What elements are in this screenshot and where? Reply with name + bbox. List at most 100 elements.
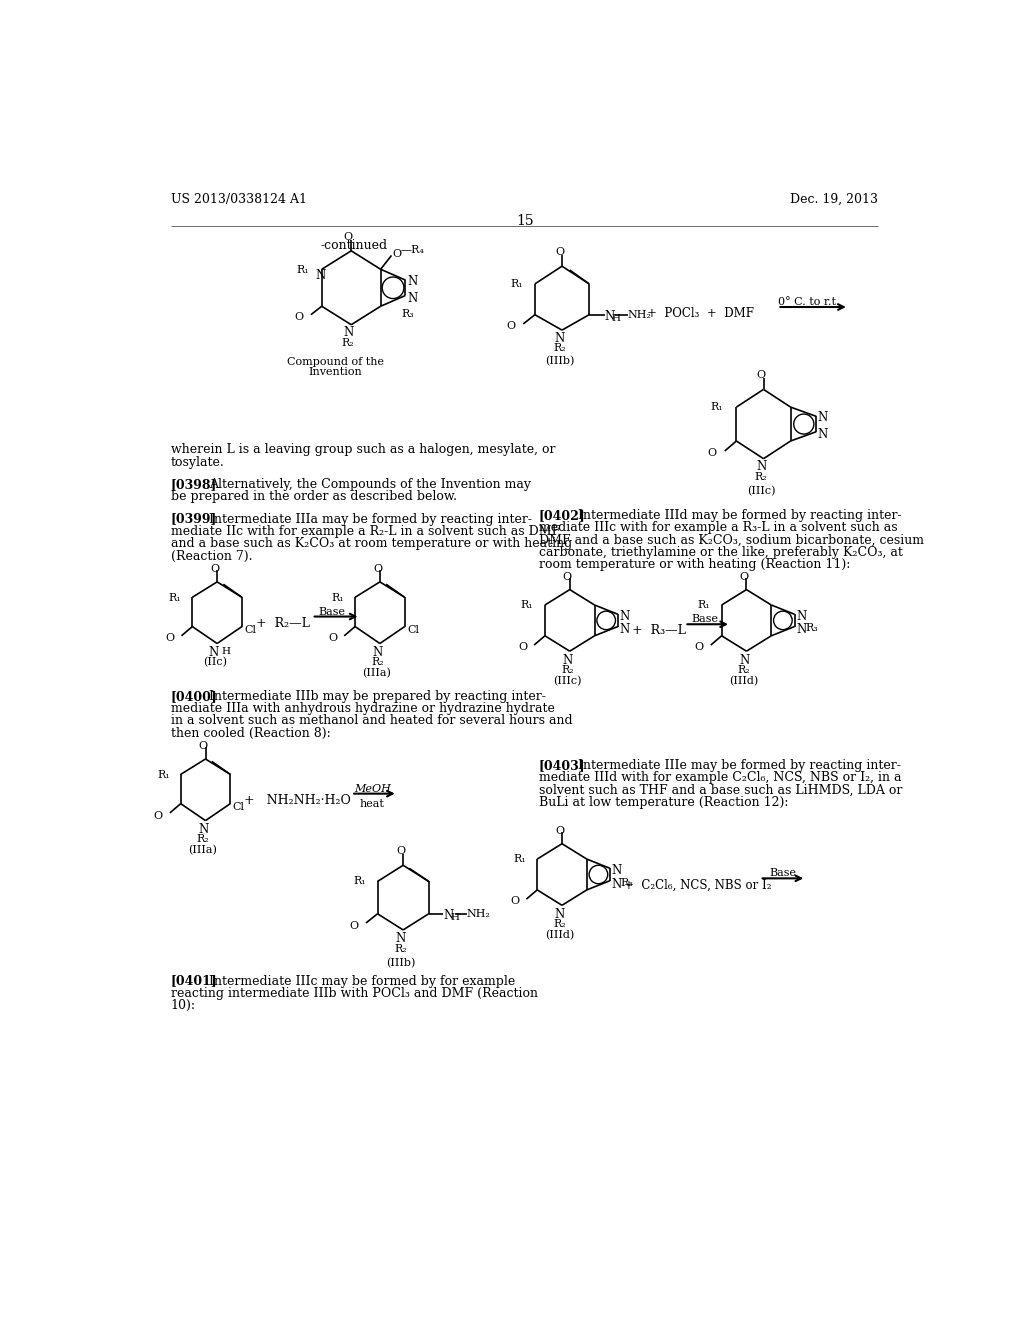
Text: O: O: [518, 642, 527, 652]
Text: O: O: [294, 313, 303, 322]
Text: N: N: [407, 293, 417, 305]
Text: Intermediate IIIa may be formed by reacting inter-: Intermediate IIIa may be formed by react…: [209, 512, 532, 525]
Text: Base: Base: [769, 869, 797, 878]
Text: [0399]: [0399]: [171, 512, 217, 525]
Text: mediate IIIc with for example a R₃-L in a solvent such as: mediate IIIc with for example a R₃-L in …: [539, 521, 897, 535]
Text: BuLi at low temperature (Reaction 12):: BuLi at low temperature (Reaction 12):: [539, 796, 788, 809]
Text: R₁: R₁: [520, 601, 534, 610]
Text: R₂: R₂: [755, 471, 767, 482]
Text: Intermediate IIIb may be prepared by reacting inter-: Intermediate IIIb may be prepared by rea…: [209, 689, 546, 702]
Text: +  POCl₃  +  DMF: + POCl₃ + DMF: [647, 308, 755, 319]
Text: N: N: [604, 310, 614, 323]
Text: wherein L is a leaving group such as a halogen, mesylate, or: wherein L is a leaving group such as a h…: [171, 444, 555, 457]
Text: 15: 15: [516, 214, 534, 228]
Text: R₂: R₂: [372, 657, 384, 668]
Text: N: N: [198, 822, 208, 836]
Text: Dec. 19, 2013: Dec. 19, 2013: [791, 193, 879, 206]
Text: (IIIa): (IIIa): [188, 845, 217, 855]
Text: R₂: R₂: [738, 665, 751, 675]
Text: then cooled (Reaction 8):: then cooled (Reaction 8):: [171, 726, 331, 739]
Text: R₁: R₁: [296, 264, 308, 275]
Text: O: O: [328, 634, 337, 643]
Text: N: N: [620, 610, 630, 623]
Text: (IIIc): (IIIc): [746, 486, 775, 496]
Text: O: O: [392, 249, 401, 259]
Text: Base: Base: [692, 614, 719, 624]
Text: [0403]: [0403]: [539, 759, 586, 772]
Text: O: O: [708, 447, 717, 458]
Text: (IIId): (IIId): [545, 929, 574, 940]
Text: N: N: [818, 428, 828, 441]
Text: N: N: [796, 623, 806, 636]
Text: R₁: R₁: [332, 593, 344, 603]
Text: Cl: Cl: [232, 803, 245, 812]
Text: N: N: [611, 863, 622, 876]
Text: Base: Base: [318, 607, 345, 616]
Text: mediate IIc with for example a R₂-L in a solvent such as DMF: mediate IIc with for example a R₂-L in a…: [171, 525, 560, 539]
Text: 10):: 10):: [171, 999, 196, 1012]
Text: Cl: Cl: [407, 626, 419, 635]
Text: be prepared in the order as described below.: be prepared in the order as described be…: [171, 490, 457, 503]
Text: O: O: [396, 846, 406, 855]
Text: N: N: [395, 932, 406, 945]
Text: N: N: [756, 461, 766, 474]
Text: N: N: [209, 645, 219, 659]
Text: NH₂: NH₂: [628, 310, 651, 319]
Text: carbonate, triethylamine or the like, preferably K₂CO₃, at: carbonate, triethylamine or the like, pr…: [539, 545, 902, 558]
Text: [0402]: [0402]: [539, 508, 586, 521]
Text: Intermediate IIIc may be formed by for example: Intermediate IIIc may be formed by for e…: [209, 974, 516, 987]
Text: R₁: R₁: [158, 770, 170, 780]
Text: N: N: [373, 645, 383, 659]
Text: (IIId): (IIId): [729, 676, 759, 686]
Text: R₂: R₂: [553, 343, 566, 354]
Text: Invention: Invention: [309, 367, 362, 378]
Text: (IIc): (IIc): [203, 657, 226, 668]
Text: (IIIb): (IIIb): [386, 958, 416, 968]
Text: O: O: [694, 642, 703, 652]
Text: O: O: [373, 564, 382, 574]
Text: R₂: R₂: [553, 919, 566, 929]
Text: H: H: [451, 913, 460, 921]
Text: N: N: [315, 268, 326, 281]
Text: [0398]: [0398]: [171, 478, 217, 491]
Text: (IIIa): (IIIa): [362, 668, 391, 678]
Text: R₂: R₂: [342, 338, 354, 347]
Text: R₂: R₂: [394, 944, 408, 954]
Text: O: O: [165, 634, 174, 643]
Text: R₁: R₁: [169, 593, 181, 603]
Text: DMF and a base such as K₂CO₃, sodium bicarbonate, cesium: DMF and a base such as K₂CO₃, sodium bic…: [539, 533, 924, 546]
Text: O: O: [757, 370, 766, 380]
Text: (IIIb): (IIIb): [545, 356, 574, 367]
Text: R₃: R₃: [401, 309, 415, 319]
Text: O: O: [739, 572, 749, 582]
Text: H: H: [221, 647, 230, 656]
Text: Alternatively, the Compounds of the Invention may: Alternatively, the Compounds of the Inve…: [209, 478, 531, 491]
Text: heat: heat: [359, 799, 385, 809]
Text: O: O: [210, 564, 219, 574]
Text: [0400]: [0400]: [171, 689, 217, 702]
Text: R₁: R₁: [711, 403, 723, 412]
Text: N: N: [407, 276, 417, 289]
Text: N: N: [739, 653, 750, 667]
Text: N: N: [343, 326, 353, 339]
Text: reacting intermediate IIIb with POCl₃ and DMF (Reaction: reacting intermediate IIIb with POCl₃ an…: [171, 987, 538, 1001]
Text: R₁: R₁: [511, 280, 523, 289]
Text: (Reaction 7).: (Reaction 7).: [171, 549, 252, 562]
Text: R₂: R₂: [561, 665, 573, 675]
Text: R₃: R₃: [621, 878, 634, 887]
Text: R₁: R₁: [353, 876, 366, 886]
Text: O: O: [154, 810, 163, 821]
Text: O: O: [343, 232, 352, 243]
Text: room temperature or with heating (Reaction 11):: room temperature or with heating (Reacti…: [539, 558, 850, 572]
Text: Intermediate IIId may be formed by reacting inter-: Intermediate IIId may be formed by react…: [578, 508, 901, 521]
Text: O: O: [555, 826, 564, 836]
Text: US 2013/0338124 A1: US 2013/0338124 A1: [171, 193, 306, 206]
Text: in a solvent such as methanol and heated for several hours and: in a solvent such as methanol and heated…: [171, 714, 572, 727]
Text: (IIIc): (IIIc): [553, 676, 582, 686]
Text: -continued: -continued: [321, 239, 387, 252]
Text: solvent such as THF and a base such as LiHMDS, LDA or: solvent such as THF and a base such as L…: [539, 784, 902, 797]
Text: R₁: R₁: [513, 854, 525, 865]
Text: R₁: R₁: [697, 601, 710, 610]
Text: +  C₂Cl₆, NCS, NBS or I₂: + C₂Cl₆, NCS, NBS or I₂: [624, 878, 771, 891]
Text: O: O: [555, 247, 564, 257]
